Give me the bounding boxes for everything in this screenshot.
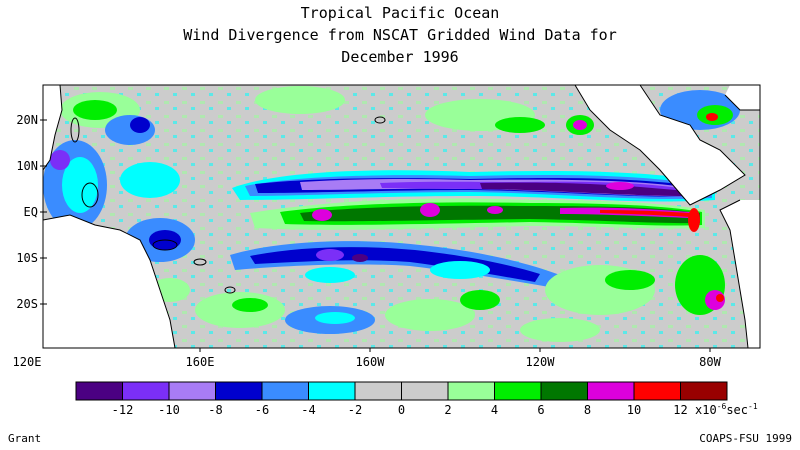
coastlines <box>42 84 760 349</box>
credit-institution: COAPS-FSU 1999 <box>699 432 792 445</box>
eq-spot-2 <box>420 203 440 217</box>
colorbar-tick-label: -2 <box>348 403 362 417</box>
lon-label-80w: 80W <box>699 355 721 369</box>
colorbar-unit-exp: -6 <box>717 402 727 411</box>
colorbar-swatch <box>633 381 681 401</box>
coast-asia <box>42 84 63 171</box>
patch-north-2 <box>255 86 345 114</box>
colorbar <box>75 381 728 401</box>
patch-west-1b <box>62 157 98 213</box>
colorbar-swatch <box>587 381 635 401</box>
colorbar-tick-label: 8 <box>584 403 591 417</box>
itcz-band-core <box>480 182 695 196</box>
colorbar-tick-label: 2 <box>444 403 451 417</box>
colorbar-tick-label: 10 <box>627 403 641 417</box>
spcz-east-cyan <box>430 261 490 279</box>
patch-south-6b <box>605 270 655 290</box>
lon-label-120e: 120E <box>13 355 42 369</box>
colorbar-swatch <box>122 381 170 401</box>
patch-north-3b <box>495 117 545 133</box>
colorbar-tick-label: -10 <box>158 403 180 417</box>
colorbar-tick-label: -6 <box>255 403 269 417</box>
itcz-magenta-spot <box>606 182 634 190</box>
title-line-1: Tropical Pacific Ocean <box>300 4 500 22</box>
colorbar-tick-label: -4 <box>301 403 315 417</box>
title-line-2: Wind Divergence from NSCAT Gridded Wind … <box>183 26 617 44</box>
patch-south-1b <box>232 298 268 312</box>
coast-hawaii <box>374 116 386 124</box>
lat-label-20n: 20N <box>16 113 38 127</box>
coast-caribbean <box>724 94 760 111</box>
colorbar-tick-label: 12 <box>673 403 687 417</box>
colorbar-swatch <box>680 381 728 401</box>
colorbar-tick-label: 6 <box>537 403 544 417</box>
colorbar-tick-label: -12 <box>112 403 134 417</box>
coast-australia <box>42 214 176 349</box>
colorbar-swatch <box>354 381 402 401</box>
divergence-field <box>43 85 760 348</box>
colorbar-tick-label: 0 <box>398 403 405 417</box>
coast-island-2 <box>193 258 207 266</box>
patch-north-4b <box>573 120 587 130</box>
eq-spot-coast <box>688 208 700 232</box>
colorbar-tick-label: 4 <box>491 403 498 417</box>
eq-spot-3 <box>487 206 503 214</box>
spcz-spot-1 <box>316 249 344 261</box>
credit-author: Grant <box>8 432 42 445</box>
colorbar-swatch <box>168 381 216 401</box>
spcz-south-cyan <box>305 267 355 283</box>
patch-south-7 <box>520 318 600 342</box>
patch-west-2 <box>120 162 180 198</box>
patch-se-coast-c <box>716 294 724 302</box>
land-asia <box>43 85 62 170</box>
colorbar-swatch <box>75 381 123 401</box>
lon-label-160w: 160W <box>356 355 386 369</box>
lon-label-120w: 120W <box>526 355 556 369</box>
spcz-spot-2 <box>352 254 368 262</box>
colorbar-swatch <box>401 381 449 401</box>
eq-spot-1 <box>312 209 332 221</box>
patch-west-1c <box>50 150 70 170</box>
lat-label-20s: 20S <box>16 297 38 311</box>
patch-south-4 <box>385 299 475 331</box>
land-australia-png <box>43 215 175 348</box>
colorbar-swatch <box>261 381 309 401</box>
coast-philippines <box>70 117 80 143</box>
patch-north-5c <box>706 113 718 121</box>
patch-south-5 <box>460 290 500 310</box>
colorbar-swatch <box>540 381 588 401</box>
coast-island-1 <box>152 239 178 251</box>
patch-nw-blue-core <box>130 117 150 133</box>
lon-axis: 120E 160E 160W 120W 80W <box>13 348 722 369</box>
eq-band-red <box>600 210 690 217</box>
land-central-america <box>575 85 745 205</box>
colorbar-unit-suffix: sec <box>726 403 748 417</box>
title-line-3: December 1996 <box>341 48 459 66</box>
colorbar-swatch <box>447 381 495 401</box>
coast-south-america <box>719 199 749 349</box>
colorbar-tick-label: -8 <box>208 403 222 417</box>
lat-label-eq: EQ <box>24 205 38 219</box>
colorbar-swatch <box>308 381 356 401</box>
colorbar-unit-suffix-exp: -1 <box>748 402 758 411</box>
coast-indonesia <box>81 182 99 208</box>
colorbar-swatch <box>494 381 542 401</box>
colorbar-ticks: -12 -10 -8 -6 -4 -2 0 2 4 6 8 10 12 <box>112 403 688 417</box>
plot-frame <box>42 84 761 349</box>
coast-central-america <box>574 84 746 206</box>
colorbar-swatch <box>215 381 263 401</box>
lat-label-10n: 10N <box>16 159 38 173</box>
lat-axis: 20N 10N EQ 10S 20S <box>16 113 47 311</box>
colorbar-unit: x10-6sec-1 <box>695 402 758 417</box>
coast-island-3 <box>224 286 236 294</box>
patch-north-1b <box>73 100 117 120</box>
lon-label-160e: 160E <box>186 355 215 369</box>
patch-south-3b <box>315 312 355 324</box>
colorbar-unit-prefix: x10 <box>695 403 717 417</box>
lat-label-10s: 10S <box>16 251 38 265</box>
land-south-america <box>720 200 760 348</box>
